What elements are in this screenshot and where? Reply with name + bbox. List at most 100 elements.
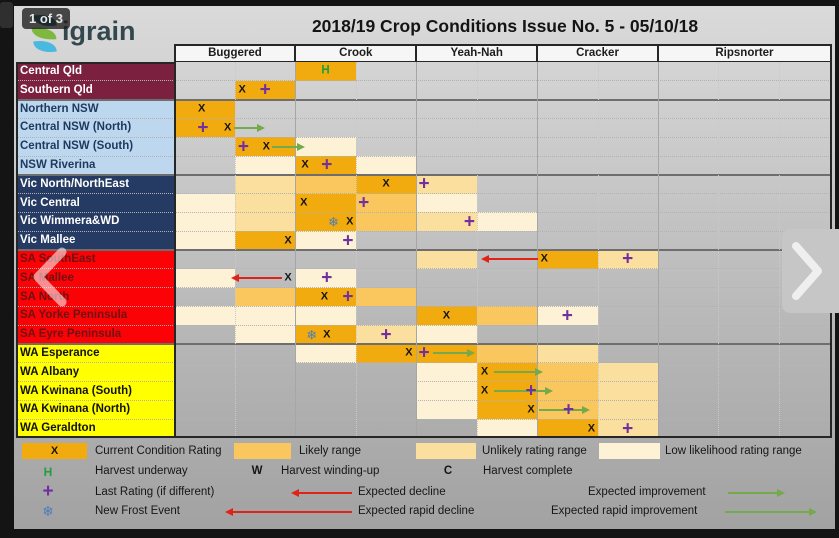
frost-event-marker: ❄	[327, 214, 339, 230]
last-rating-marker: +	[562, 399, 575, 421]
rating-range-cell	[174, 268, 235, 288]
rating-range-cell	[295, 231, 356, 250]
legend-label: Expected decline	[358, 486, 446, 498]
group-separator	[16, 249, 831, 251]
legend-label: Likely range	[299, 445, 362, 457]
rating-range-cell	[174, 231, 235, 250]
expected-decline-arrow	[480, 255, 539, 264]
rating-range-cell	[597, 419, 658, 438]
row-label: WA Kwinana (North)	[16, 400, 175, 420]
row-separator	[16, 268, 831, 270]
current-rating-marker: X	[224, 121, 232, 134]
row-separator	[16, 136, 831, 138]
rating-range-cell	[355, 193, 417, 213]
legend-label: Last Rating (if different)	[95, 486, 215, 498]
row-label: Vic North/NorthEast	[16, 174, 175, 194]
row-label: Vic Wimmera&WD	[16, 212, 175, 232]
harvest-winding-icon: W	[251, 465, 263, 477]
expected-improvement-arrow	[432, 349, 475, 358]
rating-range-cell	[234, 80, 296, 100]
rating-range-cell	[597, 250, 658, 269]
column-gridline	[416, 62, 418, 438]
expected-rapid-decline-arrow-icon	[225, 508, 352, 516]
legend-low-swatch	[599, 443, 660, 459]
row-label: SA Yorke Peninsula	[16, 306, 175, 326]
rating-range-cell	[174, 212, 235, 232]
slide-counter-badge: 1 of 3	[22, 8, 70, 29]
row-separator	[16, 287, 831, 289]
row-label: Central Qld	[16, 62, 175, 81]
row-label: Vic Mallee	[16, 231, 175, 250]
rating-range-cell	[234, 325, 296, 344]
expected-improvement-arrow	[233, 123, 266, 132]
rating-range-cell	[234, 231, 296, 250]
rating-range-cell	[234, 287, 296, 307]
last-rating-marker: +	[525, 380, 537, 402]
column-header-cracker: Cracker	[537, 44, 658, 62]
next-slide-button[interactable]	[782, 229, 839, 313]
current-rating-marker: X	[587, 422, 596, 435]
last-rating-marker: +	[622, 248, 634, 270]
rating-range-cell	[537, 381, 598, 401]
rating-range-cell	[295, 174, 356, 194]
column-header-yeah-nah: Yeah-Nah	[416, 44, 538, 62]
rating-range-cell	[234, 156, 296, 175]
legend-label: Harvest winding-up	[281, 465, 380, 477]
last-rating-marker: +	[561, 305, 573, 327]
rating-range-cell	[355, 325, 417, 344]
rating-range-cell	[234, 212, 296, 232]
rating-range-cell	[416, 212, 477, 232]
expected-decline-arrow-icon	[291, 489, 352, 497]
rating-range-cell	[174, 118, 235, 138]
next-slide-icon[interactable]	[786, 241, 828, 301]
rating-range-cell	[416, 306, 477, 326]
row-separator	[16, 230, 831, 232]
column-header-ripsnorter: Ripsnorter	[657, 44, 831, 62]
expected-improvement-arrow	[493, 387, 553, 395]
legend-label: Unlikely rating range	[482, 445, 587, 457]
current-rating-marker: X	[323, 328, 331, 341]
rating-range-cell	[295, 62, 356, 81]
rating-range-cell	[537, 250, 598, 269]
rating-range-cell	[416, 250, 477, 269]
prev-slide-icon[interactable]	[28, 246, 76, 308]
current-rating-marker: X	[198, 102, 206, 115]
expected-improvement-arrow	[538, 405, 591, 414]
rating-range-cell	[174, 99, 235, 119]
rating-range-cell	[416, 362, 477, 382]
rating-range-cell	[295, 325, 356, 344]
player-corner-logo	[0, 2, 13, 28]
current-rating-marker: X	[320, 290, 329, 303]
rating-range-cell	[416, 381, 477, 401]
last-rating-marker: +	[463, 211, 475, 233]
rating-range-cell	[295, 193, 356, 213]
last-rating-marker: +	[418, 342, 430, 364]
rating-range-cell	[416, 174, 477, 194]
rating-range-cell	[597, 381, 658, 401]
column-header-crook: Crook	[295, 44, 417, 62]
last-rating-marker: +	[380, 324, 392, 346]
rating-range-cell	[355, 174, 417, 194]
current-rating-marker: X	[382, 177, 390, 190]
legend-label: Expected rapid decline	[358, 505, 475, 517]
row-label: Central NSW (South)	[16, 137, 175, 156]
rating-range-cell	[295, 137, 356, 156]
legend-label: New Frost Event	[95, 505, 180, 517]
half-column-gridline	[234, 62, 236, 438]
rating-range-cell	[537, 306, 598, 326]
frost-event-marker: ❄	[306, 327, 318, 343]
brand-name: igrain	[62, 16, 136, 46]
row-separator	[16, 155, 831, 157]
expected-decline-arrow	[230, 274, 283, 283]
legend-label: Expected rapid improvement	[551, 505, 698, 517]
row-separator	[16, 381, 831, 383]
rating-range-cell	[537, 344, 598, 363]
row-separator	[16, 418, 831, 420]
current-rating-marker: X	[262, 140, 271, 153]
rating-range-cell	[597, 362, 658, 382]
last-rating-marker: +	[259, 79, 271, 101]
legend-label: Low likelihood rating range	[665, 445, 802, 457]
rating-range-cell	[416, 325, 477, 344]
row-label: WA Kwinana (South)	[16, 381, 175, 401]
